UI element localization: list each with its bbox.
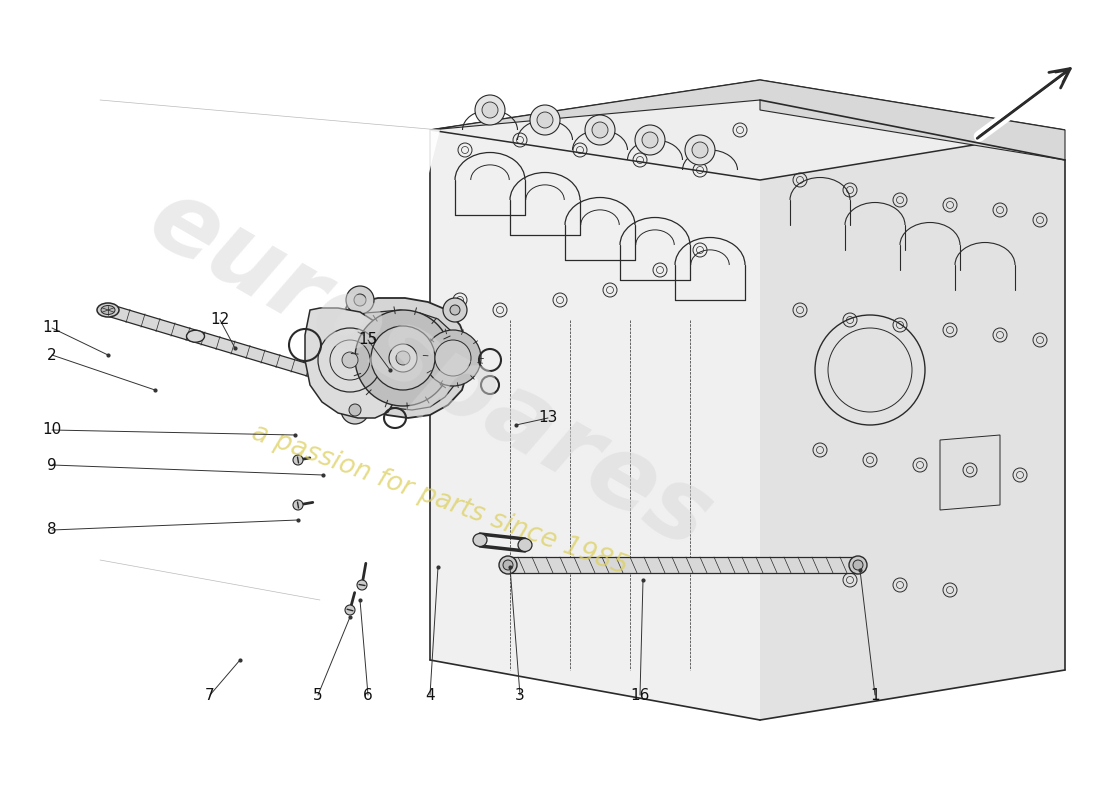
Text: 4: 4 [426, 687, 434, 702]
Circle shape [342, 352, 358, 368]
Polygon shape [430, 100, 760, 720]
Text: 2: 2 [47, 347, 57, 362]
Text: a passion for parts since 1985: a passion for parts since 1985 [249, 420, 631, 580]
Text: 5: 5 [314, 687, 322, 702]
Circle shape [349, 404, 361, 416]
Circle shape [443, 298, 468, 322]
Circle shape [346, 286, 374, 314]
Ellipse shape [101, 306, 116, 314]
Polygon shape [430, 80, 1065, 180]
Polygon shape [430, 80, 1065, 160]
Polygon shape [760, 100, 1065, 720]
Polygon shape [107, 304, 360, 390]
Circle shape [396, 351, 410, 365]
Circle shape [482, 102, 498, 118]
Circle shape [371, 326, 435, 390]
Circle shape [293, 500, 303, 510]
Circle shape [434, 340, 471, 376]
Polygon shape [346, 310, 460, 410]
Ellipse shape [499, 556, 517, 574]
Ellipse shape [97, 303, 119, 317]
Ellipse shape [503, 560, 513, 570]
Text: 9: 9 [47, 458, 57, 473]
Text: 10: 10 [43, 422, 62, 438]
Text: 12: 12 [210, 313, 230, 327]
Polygon shape [508, 557, 858, 573]
Ellipse shape [473, 534, 487, 546]
Circle shape [355, 310, 451, 406]
Polygon shape [305, 308, 395, 418]
Text: 7: 7 [206, 687, 214, 702]
Text: eurospares: eurospares [132, 170, 728, 570]
Circle shape [592, 122, 608, 138]
Text: 16: 16 [630, 687, 650, 702]
Polygon shape [940, 435, 1000, 510]
Circle shape [642, 132, 658, 148]
Polygon shape [338, 298, 468, 418]
Ellipse shape [852, 560, 864, 570]
Ellipse shape [518, 538, 532, 551]
Circle shape [692, 142, 708, 158]
Text: 15: 15 [359, 333, 377, 347]
Text: 1: 1 [870, 687, 880, 702]
Ellipse shape [849, 556, 867, 574]
Circle shape [537, 112, 553, 128]
Circle shape [358, 580, 367, 590]
Circle shape [425, 330, 481, 386]
Circle shape [389, 344, 417, 372]
Circle shape [635, 125, 666, 155]
Text: 8: 8 [47, 522, 57, 538]
Text: 3: 3 [515, 687, 525, 702]
Circle shape [450, 305, 460, 315]
Circle shape [354, 294, 366, 306]
Text: 13: 13 [538, 410, 558, 426]
Circle shape [293, 455, 303, 465]
Circle shape [345, 605, 355, 615]
Polygon shape [100, 100, 440, 600]
Text: 6: 6 [363, 687, 373, 702]
Circle shape [530, 105, 560, 135]
Circle shape [685, 135, 715, 165]
Circle shape [475, 95, 505, 125]
Ellipse shape [187, 330, 205, 342]
Circle shape [585, 115, 615, 145]
Circle shape [341, 396, 368, 424]
Text: 11: 11 [43, 321, 62, 335]
